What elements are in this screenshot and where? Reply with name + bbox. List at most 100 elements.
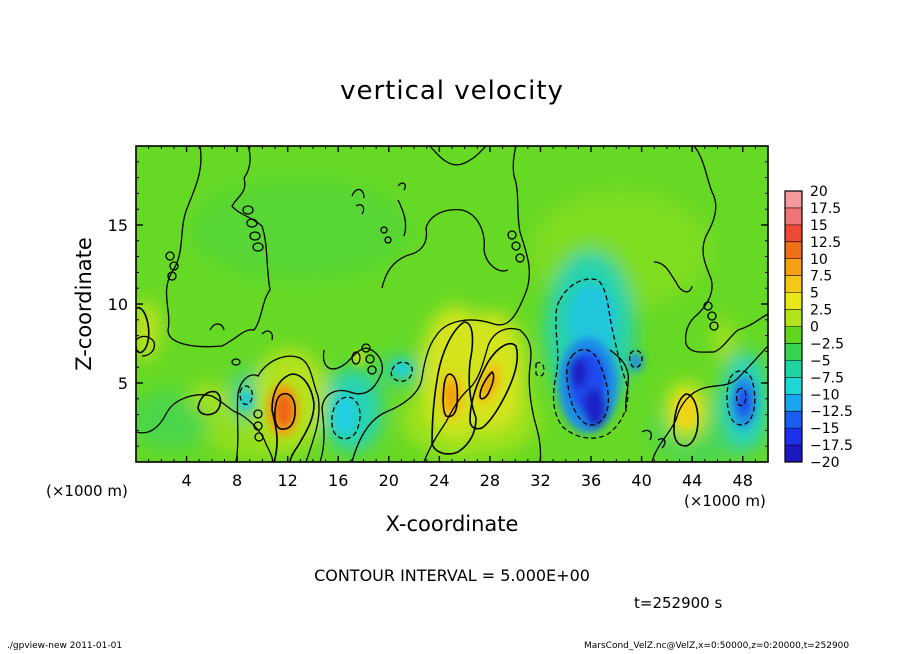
contour-interval-label: CONTOUR INTERVAL = 5.000E+00 xyxy=(314,566,590,585)
contour-negative xyxy=(390,361,413,382)
contour-blob xyxy=(384,236,392,244)
chart-title: vertical velocity xyxy=(340,76,564,106)
contour-negative xyxy=(552,278,629,439)
contour-blob xyxy=(351,351,361,365)
field-wash xyxy=(714,318,734,362)
colorbar-swatch-1 xyxy=(785,207,802,226)
zero-contours xyxy=(136,146,768,462)
downdraft-core xyxy=(737,388,751,416)
contour-blob xyxy=(165,251,175,261)
downdraft-core xyxy=(568,356,588,388)
x-tick-label-5: 24 xyxy=(429,471,449,490)
contour-negative xyxy=(566,349,610,426)
x-tick-label-4: 20 xyxy=(379,471,399,490)
x-tick-label-0: 4 xyxy=(181,471,191,490)
contour-zero xyxy=(235,355,320,462)
contour-blob xyxy=(252,242,264,252)
colorbar-swatch-14 xyxy=(785,428,802,446)
contour-zero xyxy=(136,394,274,462)
contour-zero xyxy=(209,323,274,341)
contour-positive xyxy=(469,342,519,430)
updraft-core xyxy=(482,371,496,397)
x-axis-label: X-coordinate xyxy=(385,512,519,536)
downdraft-core xyxy=(332,395,356,435)
colorbar-swatch-7 xyxy=(785,309,802,327)
contour-zero xyxy=(397,182,407,237)
colorbar-label-11: −7.5 xyxy=(810,370,844,386)
colorbar-label-15: −17.5 xyxy=(810,438,853,454)
contour-positive xyxy=(197,390,222,416)
contour-zero xyxy=(351,146,530,462)
x-tick-label-6: 28 xyxy=(480,471,500,490)
contour-blob xyxy=(249,231,261,241)
plot-area xyxy=(136,146,768,462)
contour-negative xyxy=(239,385,253,406)
contour-blob xyxy=(515,253,525,263)
contour-negative xyxy=(331,396,361,440)
negative-contours xyxy=(239,278,756,440)
contour-positive xyxy=(673,393,699,447)
contour-zero xyxy=(684,146,768,353)
contour-zero xyxy=(351,188,365,215)
contour-positive xyxy=(274,392,296,430)
contour-blob xyxy=(242,205,254,215)
updraft-core xyxy=(275,393,293,427)
contour-zero xyxy=(381,208,509,289)
colorbar-swatch-9 xyxy=(785,343,802,361)
x-axis-ticks: 4 8 12 16 20 24 28 32 36 40 44 48 xyxy=(148,146,756,490)
contour-positive xyxy=(479,370,495,400)
colorbar-swatch-3 xyxy=(785,241,802,260)
downdraft-core xyxy=(629,353,643,371)
contour-blob xyxy=(511,241,521,251)
contour-zero xyxy=(429,146,487,166)
contour-blob xyxy=(361,343,371,353)
contour-zero xyxy=(165,146,271,348)
contour-zero xyxy=(319,347,383,462)
contour-positive xyxy=(442,373,459,418)
zero-contour-blobs xyxy=(165,205,719,442)
x-tick-label-10: 44 xyxy=(682,471,702,490)
updraft-core xyxy=(444,381,458,411)
downdraft-core xyxy=(392,361,412,377)
colorbar-label-12: −10 xyxy=(810,387,840,403)
updraft-core xyxy=(675,392,697,428)
contour-zero xyxy=(653,261,693,293)
contour-blob xyxy=(253,421,263,431)
field-wash xyxy=(190,180,410,280)
contour-blob xyxy=(254,432,264,442)
contour-zero xyxy=(651,345,768,462)
contour-negative xyxy=(726,370,756,426)
colorbar-label-5: 7.5 xyxy=(810,269,832,285)
colorbar-swatch-12 xyxy=(785,394,802,412)
colorbar-label-0: 20 xyxy=(810,184,828,200)
downdraft-core xyxy=(239,390,253,410)
x-tick-label-1: 8 xyxy=(232,471,242,490)
colorbar-swatch-10 xyxy=(785,360,802,378)
y-axis-label: Z-coordinate xyxy=(72,237,96,371)
contour-blob xyxy=(507,230,517,240)
colorbar-label-6: 5 xyxy=(810,286,819,302)
x-tick-label-3: 16 xyxy=(328,471,348,490)
colorbar-label-9: −2.5 xyxy=(810,336,844,352)
contour-blob xyxy=(167,271,177,281)
x-unit-label-right: (×1000 m) xyxy=(684,492,766,510)
contour-positive xyxy=(271,373,315,462)
contour-negative xyxy=(628,349,643,369)
colorbar-label-3: 12.5 xyxy=(810,235,841,251)
contour-zero xyxy=(609,349,630,413)
contour-blob xyxy=(709,321,719,331)
downdraft-core xyxy=(568,284,616,356)
contour-zero xyxy=(423,327,542,462)
colorbar-label-10: −5 xyxy=(810,353,831,369)
contour-negative xyxy=(535,361,545,377)
y-tick-label-1: 10 xyxy=(108,295,128,314)
contour-blob xyxy=(380,226,388,234)
x-unit-label-left: (×1000 m) xyxy=(46,482,128,500)
colorbar-swatch-4 xyxy=(785,258,802,277)
colorbar-swatch-5 xyxy=(785,275,802,294)
field-wash xyxy=(136,390,210,450)
colorbar-label-7: 2.5 xyxy=(810,303,832,319)
contour-blob xyxy=(367,365,377,375)
colorbar-label-8: 0 xyxy=(810,320,819,336)
contour-blob xyxy=(365,354,375,364)
